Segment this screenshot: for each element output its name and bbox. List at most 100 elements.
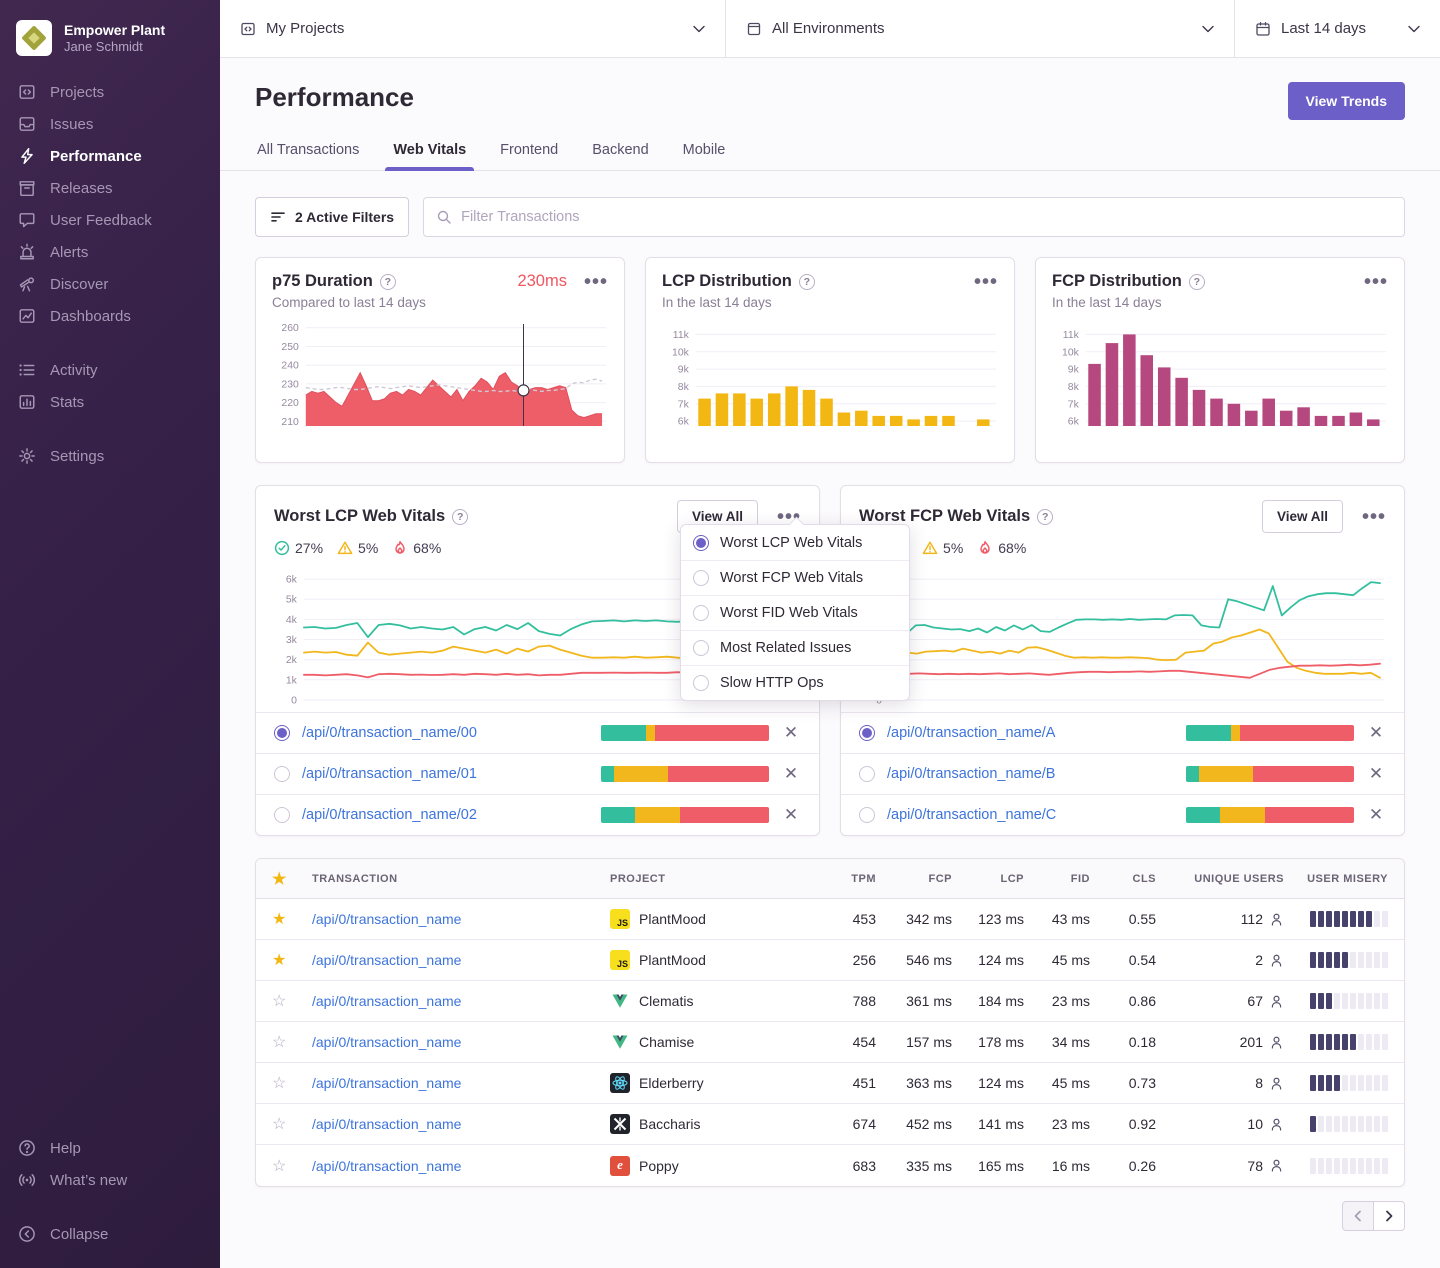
- view-trends-button[interactable]: View Trends: [1288, 82, 1405, 120]
- date-range-selector[interactable]: Last 14 days: [1235, 0, 1440, 57]
- menu-item-most-related-issues[interactable]: Most Related Issues: [681, 630, 909, 665]
- transaction-link[interactable]: /api/0/transaction_name: [312, 993, 610, 1009]
- menu-item-worst-lcp[interactable]: Worst LCP Web Vitals: [681, 525, 909, 560]
- alerts-icon: [18, 243, 36, 261]
- filter-transactions-input[interactable]: [461, 209, 1392, 225]
- sidebar-item-discover[interactable]: Discover: [18, 268, 220, 300]
- transaction-link[interactable]: /api/0/transaction_name/C: [887, 807, 1174, 823]
- sidebar-item-help[interactable]: Help: [18, 1132, 220, 1164]
- radio-button[interactable]: [274, 725, 290, 741]
- tab-frontend[interactable]: Frontend: [498, 142, 560, 170]
- card-title: FCP Distribution: [1052, 272, 1182, 291]
- search-box: [423, 197, 1405, 237]
- star-icon[interactable]: ★: [272, 869, 312, 889]
- sidebar-item-releases[interactable]: Releases: [18, 172, 220, 204]
- star-icon[interactable]: ★: [272, 909, 312, 929]
- star-icon[interactable]: ☆: [272, 1032, 312, 1052]
- project-selector[interactable]: My Projects: [220, 0, 725, 57]
- p75-duration-chart[interactable]: 260250240230220210: [272, 318, 608, 430]
- transaction-link[interactable]: /api/0/transaction_name/02: [302, 807, 589, 823]
- radio-button[interactable]: [859, 807, 875, 823]
- help-icon[interactable]: ?: [1189, 274, 1205, 290]
- radio-button[interactable]: [693, 675, 709, 691]
- close-icon[interactable]: ✕: [1366, 805, 1386, 825]
- close-icon[interactable]: ✕: [781, 723, 801, 743]
- svg-text:230: 230: [281, 379, 299, 390]
- tab-mobile[interactable]: Mobile: [681, 142, 728, 170]
- svg-text:6k: 6k: [1068, 417, 1080, 428]
- sidebar: Empower Plant Jane Schmidt Projects Issu…: [0, 0, 220, 1268]
- transactions-table: ★ TRANSACTION PROJECT TPM FCP LCP FID CL…: [255, 858, 1405, 1187]
- fcp-distribution-chart[interactable]: 11k10k9k8k7k6k: [1052, 318, 1388, 430]
- help-icon[interactable]: ?: [380, 274, 396, 290]
- overflow-menu-icon[interactable]: •••: [584, 277, 608, 287]
- sidebar-item-stats[interactable]: Stats: [18, 386, 220, 418]
- menu-item-worst-fcp[interactable]: Worst FCP Web Vitals: [681, 560, 909, 595]
- svg-text:6k: 6k: [678, 417, 690, 428]
- tab-backend[interactable]: Backend: [590, 142, 650, 170]
- help-icon[interactable]: ?: [452, 509, 468, 525]
- radio-button[interactable]: [859, 725, 875, 741]
- sidebar-item-dashboards[interactable]: Dashboards: [18, 300, 220, 332]
- star-icon[interactable]: ☆: [272, 1114, 312, 1134]
- overflow-menu-icon[interactable]: •••: [1362, 512, 1386, 522]
- sidebar-item-issues[interactable]: Issues: [18, 108, 220, 140]
- transaction-link[interactable]: /api/0/transaction_name: [312, 1034, 610, 1050]
- vitals-badges: 27% 5% 68%: [859, 540, 1386, 556]
- transaction-link[interactable]: /api/0/transaction_name: [312, 1158, 610, 1174]
- projects-small-icon: [240, 21, 256, 37]
- radio-button[interactable]: [693, 640, 709, 656]
- transaction-link[interactable]: /api/0/transaction_name/A: [887, 725, 1174, 741]
- sidebar-item-alerts[interactable]: Alerts: [18, 236, 220, 268]
- transaction-link[interactable]: /api/0/transaction_name/B: [887, 766, 1174, 782]
- lcp-distribution-chart[interactable]: 11k10k9k8k7k6k: [662, 318, 998, 430]
- transaction-link[interactable]: /api/0/transaction_name/01: [302, 766, 589, 782]
- org-switcher[interactable]: Empower Plant Jane Schmidt: [0, 16, 220, 76]
- star-icon[interactable]: ☆: [272, 1073, 312, 1093]
- radio-button[interactable]: [274, 807, 290, 823]
- close-icon[interactable]: ✕: [1366, 723, 1386, 743]
- next-page-button[interactable]: [1373, 1201, 1405, 1231]
- worst-fcp-chart[interactable]: 6k5k4k3k2k1k0: [859, 562, 1386, 712]
- project-selector-label: My Projects: [266, 20, 344, 37]
- sidebar-item-settings[interactable]: Settings: [18, 440, 220, 472]
- transaction-link[interactable]: /api/0/transaction_name: [312, 1075, 610, 1091]
- star-icon[interactable]: ☆: [272, 991, 312, 1011]
- close-icon[interactable]: ✕: [1366, 764, 1386, 784]
- help-icon[interactable]: ?: [799, 274, 815, 290]
- radio-button[interactable]: [859, 766, 875, 782]
- sidebar-collapse-button[interactable]: Collapse: [18, 1218, 220, 1250]
- overflow-menu-icon[interactable]: •••: [974, 277, 998, 287]
- sidebar-item-performance[interactable]: Performance: [18, 140, 220, 172]
- previous-page-button[interactable]: [1342, 1201, 1374, 1231]
- close-icon[interactable]: ✕: [781, 764, 801, 784]
- menu-item-worst-fid[interactable]: Worst FID Web Vitals: [681, 595, 909, 630]
- star-icon[interactable]: ★: [272, 950, 312, 970]
- transaction-link[interactable]: /api/0/transaction_name: [312, 952, 610, 968]
- sidebar-item-activity[interactable]: Activity: [18, 354, 220, 386]
- view-all-button[interactable]: View All: [1262, 500, 1343, 533]
- transaction-link[interactable]: /api/0/transaction_name/00: [302, 725, 589, 741]
- active-filters-button[interactable]: 2 Active Filters: [255, 197, 409, 237]
- sidebar-item-projects[interactable]: Projects: [18, 76, 220, 108]
- tab-all-transactions[interactable]: All Transactions: [255, 142, 361, 170]
- transaction-link[interactable]: /api/0/transaction_name: [312, 911, 610, 927]
- tab-web-vitals[interactable]: Web Vitals: [391, 142, 468, 170]
- radio-button[interactable]: [693, 570, 709, 586]
- sidebar-item-user-feedback[interactable]: User Feedback: [18, 204, 220, 236]
- radio-button[interactable]: [274, 766, 290, 782]
- radio-button[interactable]: [693, 535, 709, 551]
- svg-text:4k: 4k: [286, 615, 298, 626]
- star-icon[interactable]: ☆: [272, 1156, 312, 1176]
- transaction-link[interactable]: /api/0/transaction_name: [312, 1116, 610, 1132]
- overflow-menu-icon[interactable]: •••: [1364, 277, 1388, 287]
- fcp-distribution-card: FCP Distribution ? ••• In the last 14 da…: [1035, 257, 1405, 463]
- menu-item-slow-http-ops[interactable]: Slow HTTP Ops: [681, 665, 909, 700]
- help-icon[interactable]: ?: [1037, 509, 1053, 525]
- environment-selector[interactable]: All Environments: [725, 0, 1235, 57]
- user-icon: [1269, 912, 1284, 927]
- radio-button[interactable]: [693, 605, 709, 621]
- close-icon[interactable]: ✕: [781, 805, 801, 825]
- sidebar-item-whats-new[interactable]: What’s new: [18, 1164, 220, 1196]
- chevron-down-icon: [1202, 25, 1214, 33]
